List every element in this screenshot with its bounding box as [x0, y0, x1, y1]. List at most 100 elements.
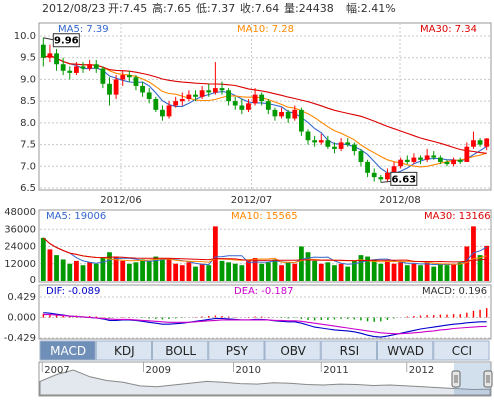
volume-bar	[153, 256, 159, 281]
volume-bar	[246, 260, 251, 281]
candle	[484, 138, 490, 151]
candle-body	[173, 101, 179, 106]
candle-body	[285, 112, 291, 119]
quote-volume: 量:24438	[284, 2, 334, 15]
navigator-x-tick: 2009	[146, 365, 171, 376]
ma10-line	[43, 54, 487, 168]
volume-bar	[133, 262, 139, 281]
volume-bar	[338, 263, 344, 281]
candle	[219, 81, 225, 95]
tab-boll[interactable]: BOLL	[152, 340, 209, 361]
candle	[179, 92, 185, 106]
candle-body	[160, 109, 165, 117]
candle	[305, 129, 311, 145]
tab-psy[interactable]: PSY	[208, 340, 265, 361]
candle-body	[318, 140, 324, 143]
candle-body	[338, 142, 344, 149]
vol-ma5-line	[42, 237, 487, 266]
volume-panel: 48000 36000 24000 12000 0 MA5: 19006 MA10: 1…	[4, 207, 492, 286]
candle	[471, 131, 476, 149]
volume-bar	[146, 260, 152, 281]
volume-bar	[54, 255, 59, 281]
candle-body	[312, 140, 318, 143]
price-x-tick: 2012/06	[100, 195, 142, 206]
candle-body	[107, 83, 112, 95]
tab-obv[interactable]: OBV	[264, 340, 321, 361]
volume-bar	[285, 262, 291, 281]
volume-bar	[437, 263, 443, 281]
volume-bar	[252, 258, 258, 281]
candle	[318, 133, 324, 145]
navigator-area	[39, 369, 491, 396]
candle-body	[193, 94, 198, 97]
candle	[153, 96, 159, 112]
volume-bar	[457, 262, 463, 281]
indicator-tabs: MACD KDJ BOLL PSY OBV RSI WVAD CCI	[39, 340, 490, 361]
volume-moving-averages	[42, 237, 487, 266]
tab-label: BOLL	[165, 344, 196, 358]
tab-cci[interactable]: CCI	[433, 340, 490, 361]
candle-body	[226, 90, 232, 102]
candle-body	[265, 101, 271, 110]
navigator-x-tick: 2012	[409, 365, 434, 376]
volume-y-axis: 48000 36000 24000 12000 0	[4, 207, 36, 286]
price-y-tick: 8.0	[20, 118, 36, 129]
navigator-left-handle[interactable]	[451, 370, 461, 388]
low-value: 6.63	[391, 174, 416, 185]
candle-body	[477, 140, 483, 145]
volume-bar	[232, 263, 238, 281]
tab-wvad[interactable]: WVAD	[377, 340, 434, 361]
vol-ma5-label: MA5: 19006	[46, 211, 106, 222]
volume-y-tick: 0	[30, 275, 36, 286]
tab-label: CCI	[452, 344, 472, 358]
candle	[285, 109, 291, 123]
candle-body	[219, 88, 225, 91]
volume-bar	[107, 252, 112, 281]
candle-body	[67, 70, 73, 73]
price-panel: 10.0 9.5 9.0 8.5 8.0 7.5 7.0 6.5 9.96 6.63 MA5: …	[14, 22, 492, 206]
candle-body	[398, 159, 404, 167]
volume-bar	[193, 266, 198, 281]
tab-label: PSY	[226, 344, 249, 358]
tab-macd[interactable]: MACD	[39, 340, 96, 361]
ma5-line	[43, 54, 488, 175]
candle-body	[166, 105, 172, 117]
volume-bar	[226, 262, 232, 281]
volume-bar	[378, 263, 384, 281]
macd-grid	[40, 296, 490, 339]
candle-body	[186, 94, 192, 99]
candle	[404, 155, 410, 165]
tab-label: KDJ	[114, 344, 135, 358]
volume-bar	[279, 265, 284, 281]
candle-body	[484, 138, 490, 147]
volume-bar	[391, 263, 397, 281]
candle	[166, 101, 172, 119]
volume-bar	[60, 259, 66, 281]
volume-bar	[332, 265, 337, 281]
volume-bar	[424, 262, 430, 281]
candle	[312, 135, 318, 147]
volume-bar	[73, 260, 79, 281]
tab-background	[152, 340, 209, 361]
volume-bar	[484, 245, 490, 281]
candle	[87, 59, 93, 71]
navigator-right-handle[interactable]	[483, 370, 493, 388]
ma5-label: MA5: 7.39	[58, 24, 109, 35]
dif-label: DIF: -0.089	[46, 286, 100, 297]
volume-y-tick: 24000	[4, 242, 36, 253]
candle-body	[464, 146, 470, 162]
volume-bar	[464, 246, 470, 281]
volume-bar	[265, 262, 271, 281]
tab-kdj[interactable]: KDJ	[95, 340, 152, 361]
candle	[259, 92, 265, 106]
candle	[332, 142, 337, 154]
candle	[272, 107, 278, 121]
candle-body	[179, 98, 185, 102]
candle	[411, 153, 417, 165]
tab-rsi[interactable]: RSI	[320, 340, 377, 361]
high-value: 9.96	[54, 36, 79, 47]
macd-y-tick: -0.429	[4, 333, 36, 344]
candle	[477, 138, 483, 147]
candle-body	[212, 88, 218, 93]
candle-body	[146, 92, 152, 99]
